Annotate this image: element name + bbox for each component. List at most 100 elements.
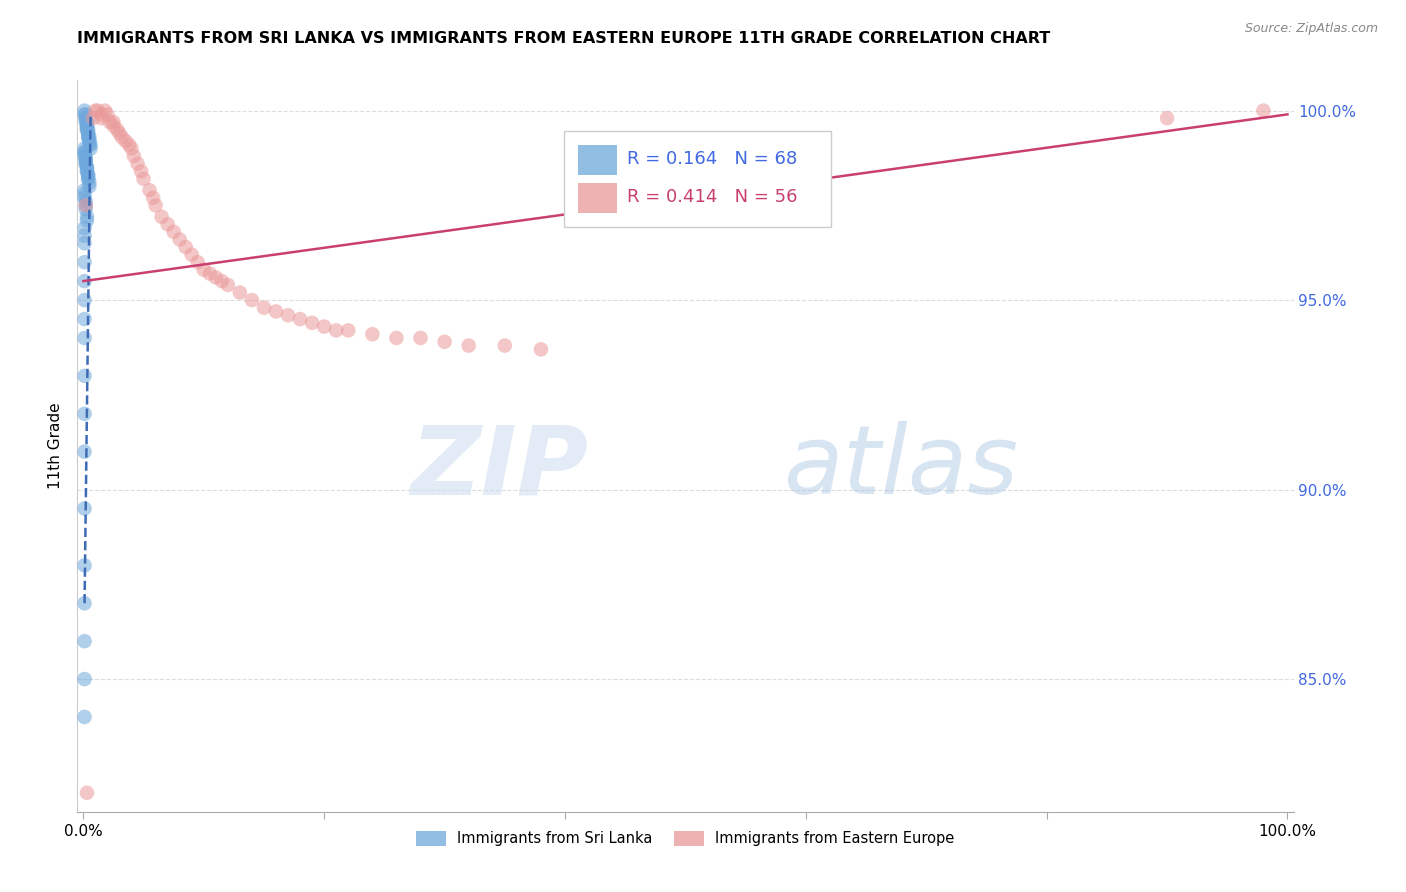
Point	[73, 312, 96, 326]
Bar	[578, 145, 617, 176]
Point	[76, 119, 98, 133]
Point	[75, 198, 97, 212]
Point	[122, 149, 145, 163]
Point	[169, 232, 191, 246]
Point	[75, 111, 97, 125]
Point	[156, 217, 179, 231]
Point	[79, 137, 101, 152]
Point	[73, 596, 96, 610]
FancyBboxPatch shape	[564, 131, 831, 227]
Point	[77, 130, 100, 145]
Point	[79, 134, 101, 148]
Point	[73, 221, 96, 235]
Point	[73, 331, 96, 345]
Point	[82, 111, 104, 125]
Point	[75, 198, 97, 212]
Point	[73, 228, 96, 243]
Point	[75, 153, 97, 167]
Point	[77, 168, 100, 182]
Point	[433, 334, 456, 349]
Point	[77, 130, 100, 145]
Bar	[578, 183, 617, 213]
Point	[79, 130, 101, 145]
Point	[277, 308, 299, 322]
Point	[73, 501, 96, 516]
Point	[73, 634, 96, 648]
Point	[76, 161, 98, 175]
Point	[77, 126, 100, 140]
Point	[129, 164, 152, 178]
Point	[127, 156, 149, 170]
Point	[138, 183, 160, 197]
Point	[98, 115, 121, 129]
Point	[150, 210, 173, 224]
Point	[84, 103, 107, 118]
Point	[90, 107, 112, 121]
Point	[264, 304, 287, 318]
Text: Source: ZipAtlas.com: Source: ZipAtlas.com	[1244, 22, 1378, 36]
Point	[77, 171, 100, 186]
Point	[73, 145, 96, 160]
Point	[79, 141, 101, 155]
Point	[75, 202, 97, 216]
Point	[76, 164, 98, 178]
Point	[180, 247, 202, 261]
Point	[73, 145, 96, 160]
Point	[73, 407, 96, 421]
Point	[76, 119, 98, 133]
Point	[73, 141, 96, 155]
Point	[301, 316, 323, 330]
Point	[73, 672, 96, 686]
Point	[73, 293, 96, 307]
Point	[314, 319, 336, 334]
Point	[73, 558, 96, 573]
Point	[337, 323, 360, 337]
Point	[163, 225, 186, 239]
Point	[193, 262, 215, 277]
Point	[76, 119, 98, 133]
Point	[77, 168, 100, 182]
Point	[73, 444, 96, 458]
Point	[103, 115, 125, 129]
Point	[76, 115, 98, 129]
Point	[132, 171, 155, 186]
Point	[204, 270, 226, 285]
Point	[76, 164, 98, 178]
Point	[145, 198, 167, 212]
Point	[229, 285, 252, 300]
Point	[75, 156, 97, 170]
Point	[75, 107, 97, 121]
Point	[103, 119, 125, 133]
Point	[494, 338, 516, 352]
Point	[77, 126, 100, 140]
Point	[111, 130, 134, 145]
Point	[457, 338, 479, 352]
Point	[75, 194, 97, 209]
Point	[105, 122, 128, 136]
Point	[77, 171, 100, 186]
Text: R = 0.164   N = 68: R = 0.164 N = 68	[627, 150, 797, 169]
Point	[409, 331, 432, 345]
Point	[87, 103, 110, 118]
Point	[73, 274, 96, 288]
Point	[530, 343, 553, 357]
Point	[76, 210, 98, 224]
Point	[187, 255, 209, 269]
Point	[73, 710, 96, 724]
Point	[121, 141, 143, 155]
Text: R = 0.414   N = 56: R = 0.414 N = 56	[627, 188, 797, 206]
Text: IMMIGRANTS FROM SRI LANKA VS IMMIGRANTS FROM EASTERN EUROPE 11TH GRADE CORRELATI: IMMIGRANTS FROM SRI LANKA VS IMMIGRANTS …	[77, 31, 1050, 46]
Point	[75, 156, 97, 170]
Point	[73, 107, 96, 121]
Point	[75, 149, 97, 163]
Point	[76, 161, 98, 175]
Point	[96, 107, 118, 121]
Point	[1253, 103, 1275, 118]
Point	[73, 191, 96, 205]
Point	[385, 331, 408, 345]
Point	[77, 122, 100, 136]
Point	[108, 126, 131, 140]
Point	[76, 122, 98, 136]
Point	[73, 368, 96, 383]
Point	[90, 111, 112, 125]
